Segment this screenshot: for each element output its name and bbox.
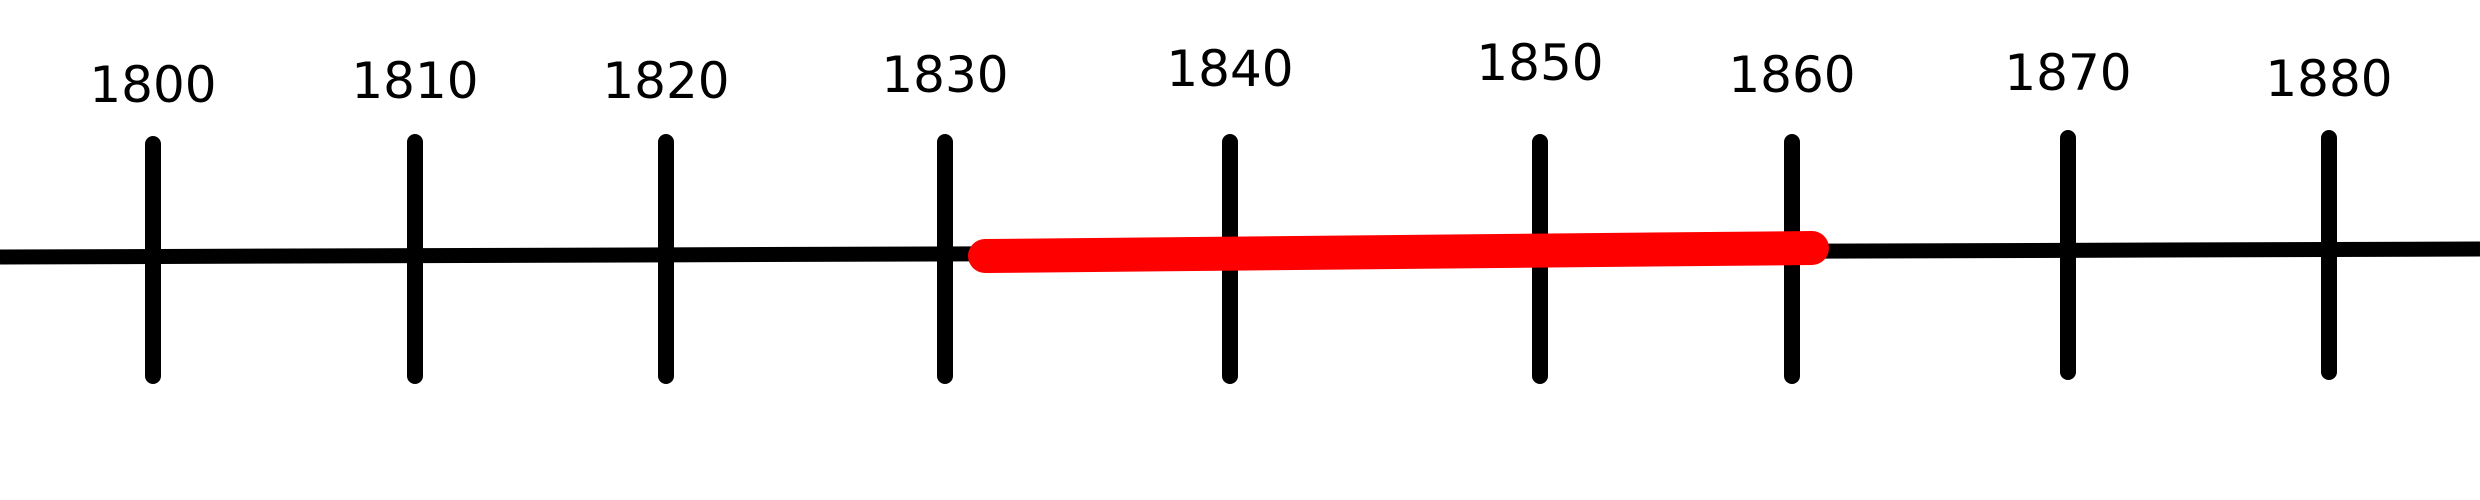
year-labels: 1800 1810 1820 1830 1840 1850 1860 1870 … <box>89 34 2392 114</box>
year-label-1820: 1820 <box>602 52 729 110</box>
year-label-1840: 1840 <box>1166 40 1293 98</box>
year-label-1800: 1800 <box>89 56 216 114</box>
year-label-1880: 1880 <box>2265 50 2392 108</box>
year-label-1810: 1810 <box>351 52 478 110</box>
year-label-1860: 1860 <box>1728 46 1855 104</box>
year-label-1830: 1830 <box>881 46 1008 104</box>
year-label-1870: 1870 <box>2004 44 2131 102</box>
highlight-layer <box>968 231 1829 273</box>
year-label-1850: 1850 <box>1476 34 1603 92</box>
highlight-period-bar <box>968 231 1829 273</box>
